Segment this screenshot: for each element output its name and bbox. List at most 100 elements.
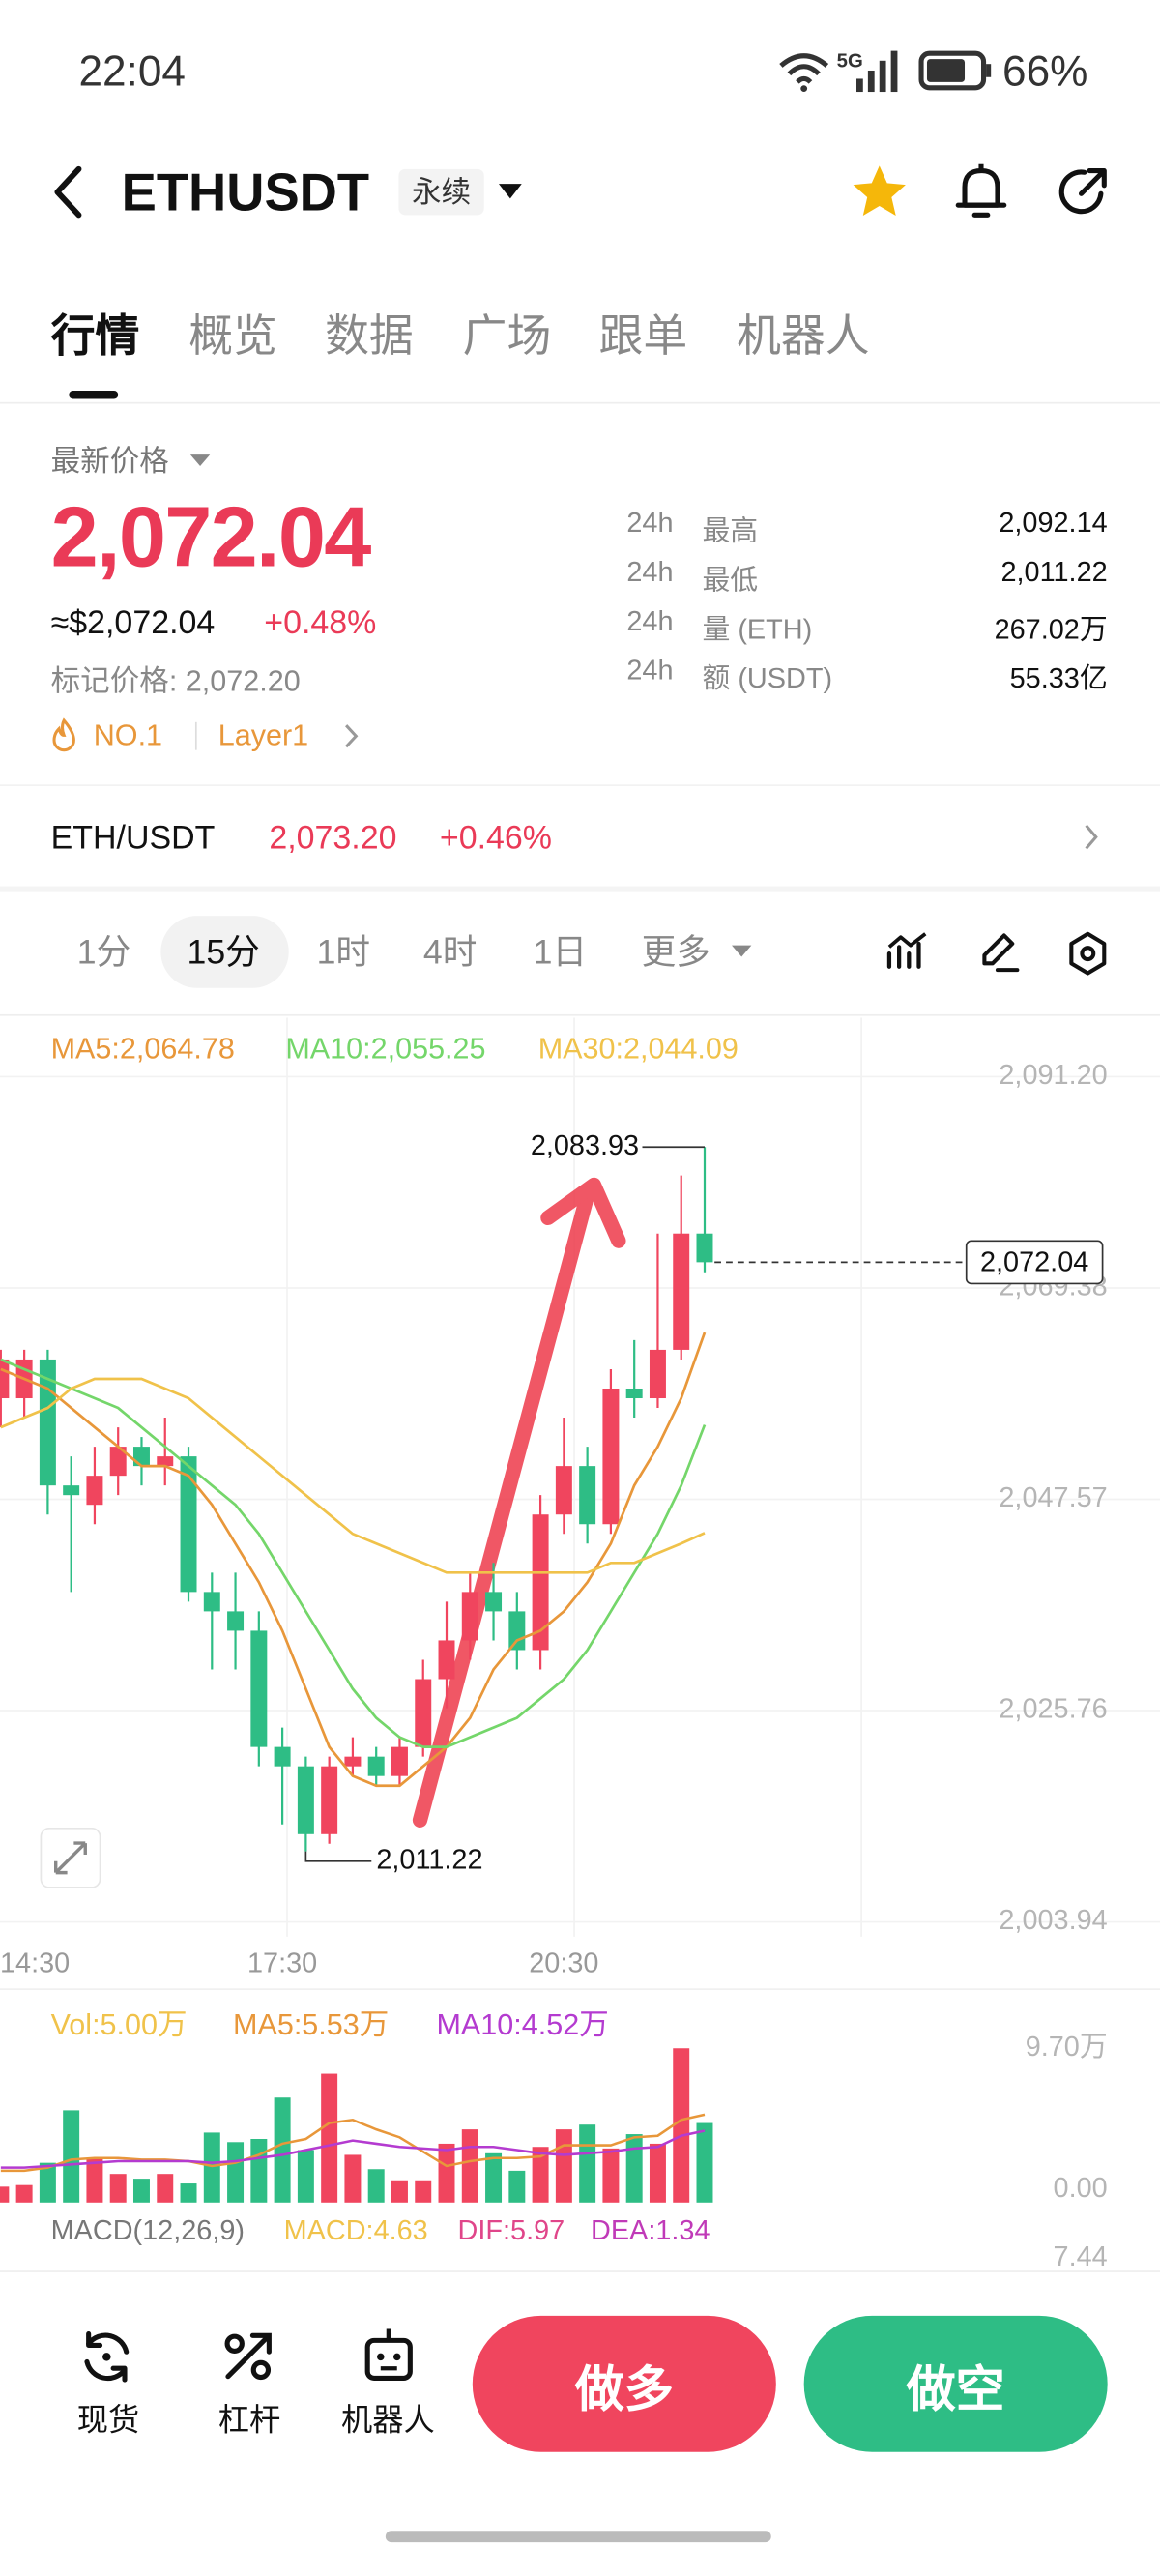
divider xyxy=(0,1013,1160,1016)
low-label: 2,011.22 xyxy=(376,1844,482,1875)
volume-bar xyxy=(415,2180,432,2203)
legend-entry: MA10:4.52万 xyxy=(436,2008,608,2041)
candle-body xyxy=(555,1466,572,1515)
tab-active[interactable]: 行情 xyxy=(50,311,140,362)
sector-tag[interactable]: Layer1 xyxy=(218,718,309,752)
price-label-dropdown[interactable] xyxy=(189,454,211,468)
symbol-dropdown[interactable] xyxy=(498,184,522,200)
volume-bar xyxy=(602,2148,620,2203)
stat-name: 最低 xyxy=(702,564,759,597)
spot-change: +0.46% xyxy=(439,820,552,857)
candle-body xyxy=(415,1679,432,1747)
tag-chevron xyxy=(345,724,359,748)
interval[interactable]: 1分 xyxy=(76,933,131,972)
nav-label[interactable]: 现货 xyxy=(76,2404,140,2440)
network-label: 5G xyxy=(836,48,863,73)
volume-bar xyxy=(274,2097,291,2203)
volume-bar xyxy=(485,2152,503,2203)
nav-label[interactable]: 机器人 xyxy=(341,2404,435,2440)
spot-chevron[interactable] xyxy=(1083,824,1099,850)
margin-icon[interactable] xyxy=(219,2328,276,2385)
x-tick-label: 14:30 xyxy=(0,1947,70,1978)
volume-bar xyxy=(579,2124,596,2203)
macd-legend: DEA:1.34 xyxy=(591,2215,710,2246)
candle-body xyxy=(461,1592,478,1641)
ma-line xyxy=(0,1358,707,1748)
volume-bar xyxy=(132,2179,150,2203)
bot-icon[interactable] xyxy=(361,2326,417,2385)
status-time: 22:04 xyxy=(78,45,186,96)
volume-bar xyxy=(461,2129,478,2203)
volume-bar xyxy=(86,2157,103,2203)
volume-bar xyxy=(15,2184,33,2203)
interval-more[interactable]: 更多 xyxy=(641,933,710,972)
alert-bell[interactable] xyxy=(955,162,1007,221)
macd-legend: MACD(12,26,9) xyxy=(51,2215,245,2246)
favorite-star[interactable] xyxy=(850,162,909,221)
indicator-button[interactable] xyxy=(886,930,929,973)
fiat-price: ≈$2,072.04 xyxy=(50,605,216,642)
interval[interactable]: 1时 xyxy=(316,933,371,972)
volume-tick-label: 9.70万 xyxy=(1026,2032,1108,2063)
volume-legend: Vol:5.00万 xyxy=(51,2008,188,2041)
back-button[interactable] xyxy=(49,164,89,220)
interval-selected[interactable]: 15分 xyxy=(187,933,260,972)
volume-bar xyxy=(180,2183,197,2203)
candle-body xyxy=(438,1640,455,1680)
volume-bar xyxy=(63,2110,80,2203)
stat-name: 额 (USDT) xyxy=(702,662,833,694)
wifi-icon xyxy=(779,53,829,93)
stat-name: 最高 xyxy=(702,514,759,547)
rank-tag[interactable]: NO.1 xyxy=(93,718,163,752)
candle-body xyxy=(367,1756,385,1776)
expand-glyph xyxy=(54,1841,87,1875)
spot-pair[interactable]: ETH/USDT xyxy=(50,820,216,857)
tab[interactable]: 跟单 xyxy=(598,311,688,362)
interval[interactable]: 4时 xyxy=(422,933,478,972)
candle-body xyxy=(0,1359,10,1399)
nav-label[interactable]: 杠杆 xyxy=(218,2404,281,2440)
volume-bar xyxy=(227,2142,245,2203)
battery-label: 66% xyxy=(1002,45,1088,96)
ma-line xyxy=(0,1332,707,1788)
signal-icon xyxy=(856,50,898,93)
volume-bar xyxy=(508,2170,526,2203)
tab[interactable]: 机器人 xyxy=(737,311,870,362)
share-button[interactable] xyxy=(1057,165,1109,218)
candle-body xyxy=(180,1456,197,1593)
macd-legend: DIF:5.97 xyxy=(458,2215,566,2246)
tab[interactable]: 数据 xyxy=(325,311,414,362)
volume-bar xyxy=(625,2134,643,2203)
draw-button[interactable] xyxy=(978,930,1021,973)
candle-body xyxy=(274,1746,291,1767)
long-button[interactable]: 做多 xyxy=(472,2315,776,2452)
volume-bar xyxy=(673,2048,690,2203)
volume-bar xyxy=(438,2143,455,2203)
symbol-title[interactable]: ETHUSDT xyxy=(121,162,370,222)
volume-bar xyxy=(555,2129,572,2203)
stat-name: 量 (ETH) xyxy=(702,613,813,646)
volume-ma-line xyxy=(0,2113,706,2173)
legend-entry: MA5:5.53万 xyxy=(233,2008,389,2041)
expand-button[interactable] xyxy=(40,1827,102,1888)
stat-period: 24h xyxy=(626,507,674,539)
tab[interactable]: 广场 xyxy=(462,311,552,362)
short-button[interactable]: 做空 xyxy=(803,2315,1108,2452)
stat-period: 24h xyxy=(626,605,674,637)
candle-body xyxy=(673,1233,690,1350)
battery-icon xyxy=(918,50,992,91)
candle-body xyxy=(203,1592,220,1612)
macd-legend: MACD:4.63 xyxy=(284,2215,428,2246)
x-tick-label: 20:30 xyxy=(529,1947,598,1978)
interval[interactable]: 1日 xyxy=(533,933,588,972)
current-price-box xyxy=(965,1240,1104,1285)
spot-icon[interactable] xyxy=(78,2328,134,2385)
settings-button[interactable] xyxy=(1066,930,1109,977)
candle-body xyxy=(297,1766,314,1834)
candle-body xyxy=(321,1766,338,1834)
y-tick-label: 2,047.57 xyxy=(999,1482,1107,1513)
more-dropdown[interactable] xyxy=(732,945,752,959)
volume-bar xyxy=(696,2122,713,2203)
tab[interactable]: 概览 xyxy=(188,311,277,362)
legend-entry: MA5:2,064.78 xyxy=(51,1032,235,1065)
